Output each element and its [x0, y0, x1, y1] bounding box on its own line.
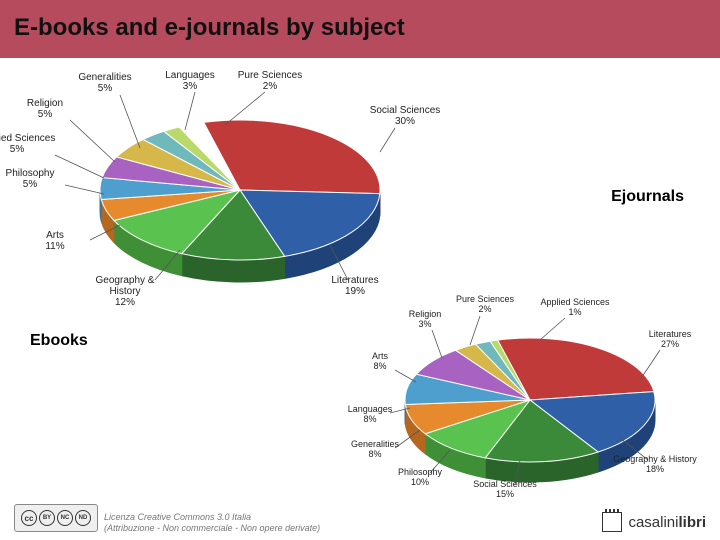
slice-pct: 2% — [440, 305, 530, 315]
slice-label: Generalities5% — [60, 72, 150, 94]
slice-name: Philosophy — [0, 168, 75, 179]
slice-pct: 19% — [310, 286, 400, 297]
slice-name: Pure Sciences — [225, 70, 315, 81]
brand-bold: libri — [678, 514, 706, 531]
slice-pct: 8% — [330, 450, 420, 460]
slice-label: Languages8% — [325, 405, 415, 425]
cc-line1: Licenza Creative Commons 3.0 Italia — [104, 512, 251, 522]
slice-label: Literatures19% — [310, 275, 400, 297]
slice-pct: 3% — [380, 320, 470, 330]
slice-label: Languages3% — [145, 70, 235, 92]
slice-pct: 2% — [225, 81, 315, 92]
slice-label: Religion5% — [0, 98, 90, 120]
brand-castle-icon — [602, 512, 622, 532]
cc-glyph-by: BY — [39, 510, 55, 526]
slice-label: Pure Sciences2% — [225, 70, 315, 92]
cc-glyph-nd: ND — [75, 510, 91, 526]
cc-glyph-cc: cc — [21, 510, 37, 526]
slice-pct: 8% — [335, 362, 425, 372]
slice-label: Philosophy5% — [0, 168, 75, 190]
slice-name: Applied Sciences — [0, 133, 62, 144]
slice-name: Languages — [145, 70, 235, 81]
slice-pct: 3% — [145, 81, 235, 92]
slice-label: Social Sciences15% — [460, 480, 550, 500]
slice-label: Literatures27% — [625, 330, 715, 350]
slice-pct: 12% — [80, 297, 170, 308]
brand-logo: casalinilibri — [602, 512, 706, 532]
cc-line2: (Attribuzione - Non commerciale - Non op… — [104, 523, 320, 533]
slice-name: Social Sciences — [360, 105, 450, 116]
slice-label: Social Sciences30% — [360, 105, 450, 127]
slice-label: Arts8% — [335, 352, 425, 372]
slice-pct: 5% — [60, 83, 150, 94]
slice-pct: 27% — [625, 340, 715, 350]
cc-license-text: Licenza Creative Commons 3.0 Italia (Att… — [104, 512, 320, 534]
slice-pct: 5% — [0, 179, 75, 190]
slice-name: Literatures — [310, 275, 400, 286]
slice-pct: 8% — [325, 415, 415, 425]
slice-name: Generalities — [60, 72, 150, 83]
slice-label: Geography & History18% — [610, 455, 700, 475]
charts-label-layer: Social Sciences30% Literatures19% Geograph… — [0, 0, 720, 540]
slice-label: Generalities8% — [330, 440, 420, 460]
slice-pct: 11% — [10, 241, 100, 252]
slice-label: Geography & History12% — [80, 275, 170, 308]
slice-label: Pure Sciences2% — [440, 295, 530, 315]
slice-label: Arts11% — [10, 230, 100, 252]
slice-pct: 15% — [460, 490, 550, 500]
slice-pct: 10% — [375, 478, 465, 488]
slice-pct: 5% — [0, 144, 62, 155]
slice-label: Applied Sciences1% — [530, 298, 620, 318]
footer: cc BY NC ND Licenza Creative Commons 3.0… — [0, 500, 720, 540]
slice-name: Geography & History — [80, 275, 170, 297]
cc-glyph-nc: NC — [57, 510, 73, 526]
slice-pct: 18% — [610, 465, 700, 475]
slice-name: Arts — [10, 230, 100, 241]
slice-pct: 1% — [530, 308, 620, 318]
slice-pct: 5% — [0, 109, 90, 120]
slice-label: Philosophy10% — [375, 468, 465, 488]
slice-pct: 30% — [360, 116, 450, 127]
slice-label: Applied Sciences5% — [0, 133, 62, 155]
brand-prefix: casalini — [628, 514, 678, 531]
cc-badge: cc BY NC ND — [14, 504, 98, 532]
slice-name: Religion — [0, 98, 90, 109]
